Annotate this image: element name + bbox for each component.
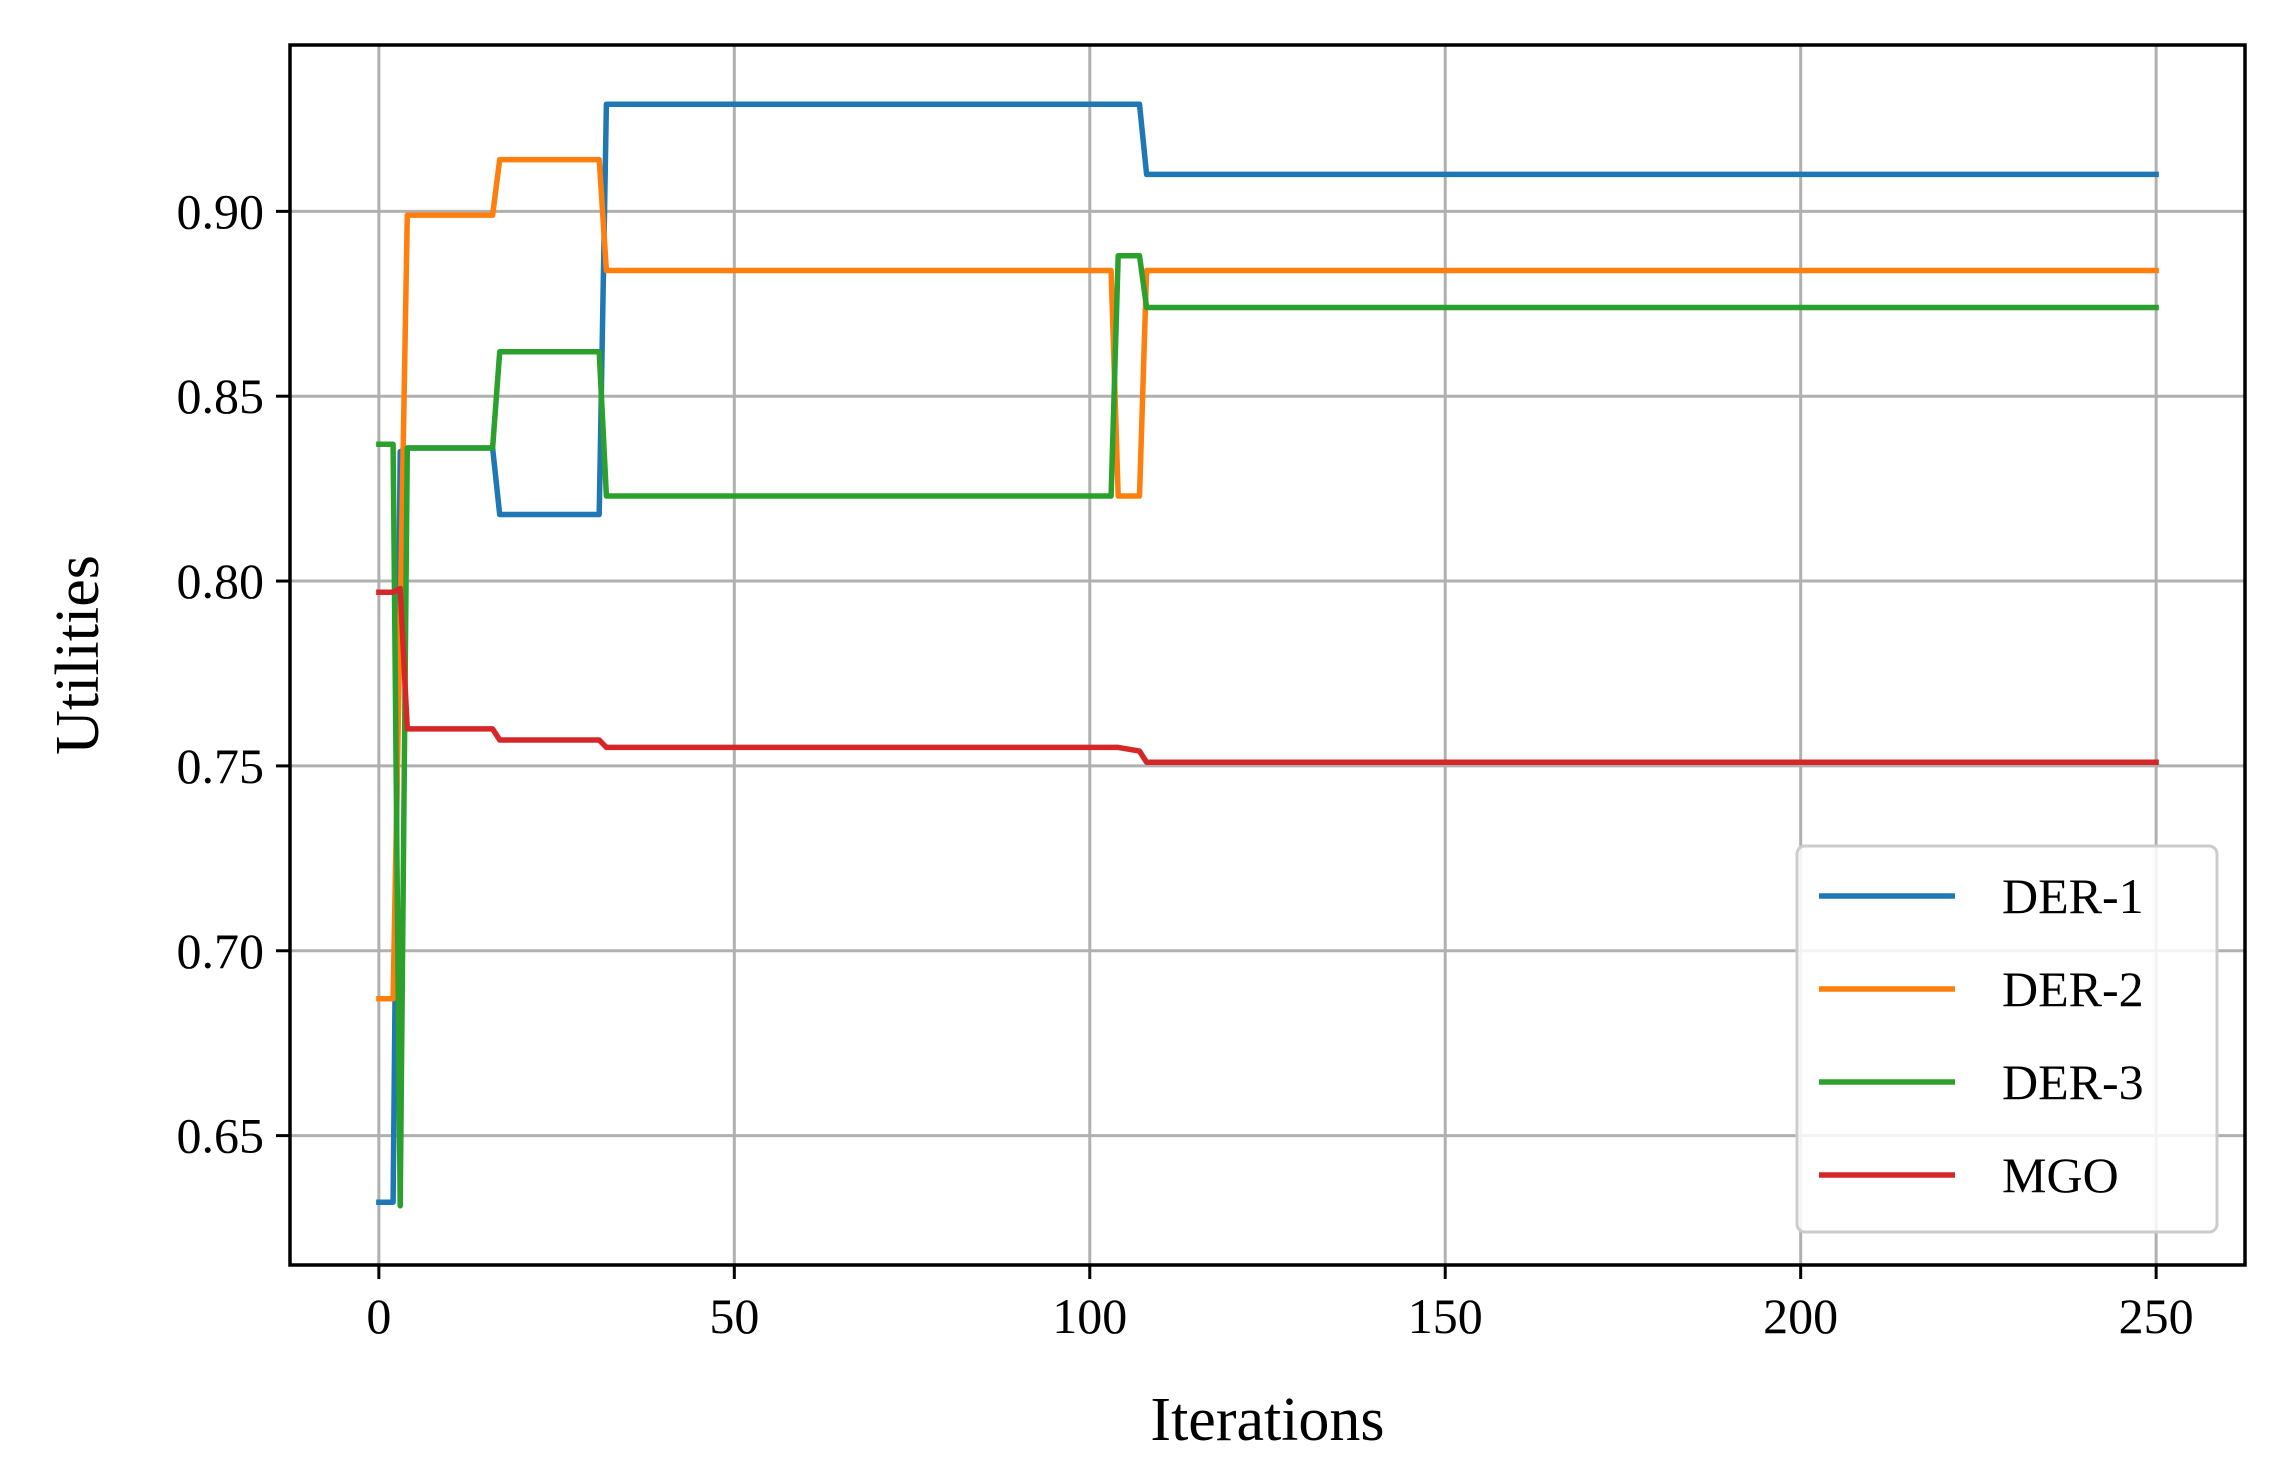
series-line-der-1 bbox=[376, 101, 2159, 1205]
plot-frame bbox=[288, 43, 2247, 1267]
series-line-der-3 bbox=[376, 252, 2159, 1209]
x-tick-label: 200 bbox=[1763, 1288, 1838, 1344]
legend-label: DER-1 bbox=[2002, 868, 2144, 924]
series-line-mgo bbox=[376, 585, 2159, 765]
x-tick-label: 250 bbox=[2119, 1288, 2194, 1344]
y-tick-label: 0.70 bbox=[177, 923, 265, 979]
legend: DER-1 DER-2 DER-3 MGO bbox=[1795, 844, 2219, 1234]
y-axis-label: Utilities bbox=[44, 555, 112, 755]
y-tick-label: 0.80 bbox=[177, 553, 265, 609]
y-tick-label: 0.85 bbox=[177, 368, 265, 424]
x-tick-label: 100 bbox=[1052, 1288, 1127, 1344]
series-line-der-2 bbox=[376, 156, 2159, 1002]
y-tick-label: 0.75 bbox=[177, 738, 265, 794]
y-tick-label: 0.65 bbox=[177, 1108, 265, 1164]
x-tick-label: 150 bbox=[1408, 1288, 1483, 1344]
x-tick-label: 0 bbox=[366, 1288, 391, 1344]
x-axis-label: Iterations bbox=[1150, 1386, 1384, 1454]
axis-ticks: 0 50 100 150 200 250 0.65 0.70 0.75 0.80 0.85 0.90 bbox=[177, 183, 2194, 1344]
legend-label: DER-3 bbox=[2002, 1054, 2144, 1110]
legend-box bbox=[1795, 844, 2219, 1234]
x-tick-label: 50 bbox=[709, 1288, 759, 1344]
series-group bbox=[376, 101, 2159, 1209]
y-tick-label: 0.90 bbox=[177, 183, 265, 239]
legend-label: MGO bbox=[2002, 1147, 2119, 1203]
grid-lines bbox=[290, 45, 2245, 1265]
legend-label: DER-2 bbox=[2002, 961, 2144, 1017]
